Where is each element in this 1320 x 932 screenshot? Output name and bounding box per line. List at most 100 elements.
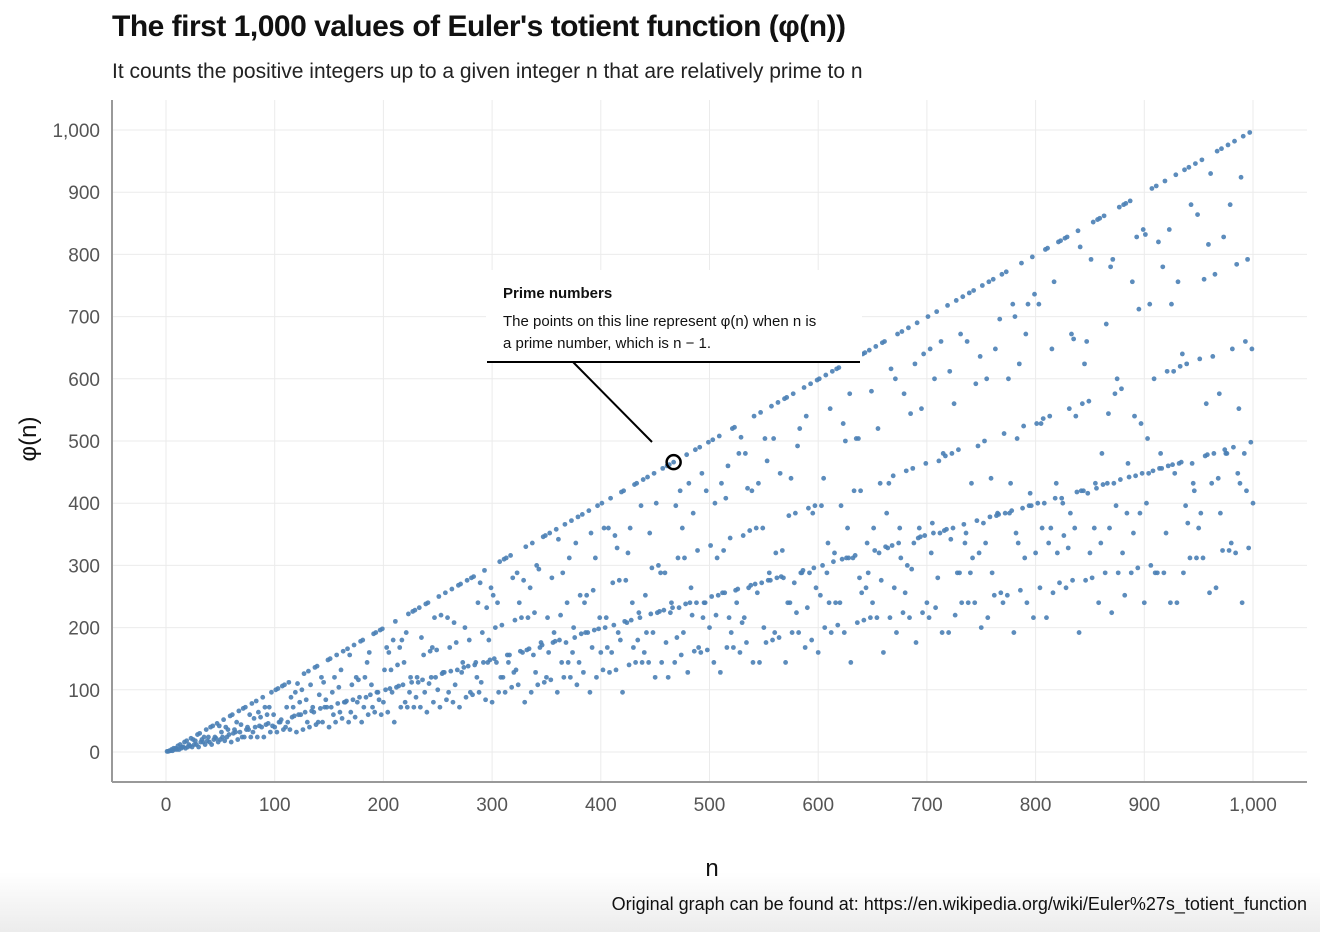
- data-point: [1103, 321, 1109, 327]
- data-point: [494, 660, 499, 665]
- data-point: [241, 734, 247, 740]
- data-point: [1065, 545, 1071, 551]
- data-point: [500, 674, 506, 680]
- data-point: [640, 477, 646, 482]
- data-point: [577, 592, 583, 598]
- data-point: [581, 669, 586, 675]
- data-point: [1011, 630, 1017, 635]
- chart-title: The first 1,000 values of Euler's totien…: [112, 10, 846, 43]
- data-point: [1116, 204, 1122, 210]
- data-point: [1034, 421, 1040, 426]
- data-point: [977, 354, 983, 359]
- data-point: [741, 615, 747, 621]
- data-point: [1131, 530, 1136, 536]
- x-tick-label: 400: [585, 795, 617, 816]
- data-point: [822, 625, 828, 630]
- data-point: [764, 458, 770, 464]
- data-point: [851, 488, 857, 494]
- data-point: [696, 645, 702, 650]
- data-point: [837, 600, 843, 606]
- data-point: [775, 400, 781, 405]
- data-point: [460, 660, 466, 665]
- data-point: [1198, 510, 1204, 516]
- data-point: [828, 630, 834, 635]
- data-point: [989, 570, 995, 576]
- data-point: [1102, 570, 1108, 576]
- data-point: [457, 704, 462, 710]
- data-point: [882, 339, 887, 344]
- data-point: [1214, 148, 1220, 154]
- data-point: [897, 525, 903, 531]
- data-point: [1149, 186, 1155, 191]
- data-point: [604, 645, 610, 650]
- data-point: [350, 697, 356, 703]
- data-point: [509, 684, 515, 690]
- data-point: [633, 660, 638, 665]
- data-point: [589, 645, 595, 650]
- data-point: [974, 518, 980, 524]
- data-point: [644, 630, 649, 635]
- data-point: [821, 475, 827, 481]
- data-point: [474, 674, 480, 680]
- data-point: [516, 600, 522, 606]
- data-point: [431, 699, 436, 705]
- data-point: [914, 320, 920, 326]
- data-point: [392, 618, 398, 624]
- data-point: [839, 556, 845, 562]
- data-point: [397, 645, 403, 650]
- data-point: [403, 630, 409, 635]
- data-point: [226, 732, 232, 737]
- data-point: [592, 555, 598, 561]
- data-point: [1136, 306, 1142, 312]
- data-point: [1237, 480, 1243, 486]
- data-point: [1067, 510, 1073, 516]
- data-point: [912, 361, 918, 367]
- data-point: [634, 480, 640, 486]
- data-point: [557, 637, 562, 643]
- data-point: [895, 331, 900, 337]
- data-point: [981, 520, 986, 526]
- data-point: [682, 555, 687, 561]
- data-point: [815, 650, 821, 655]
- data-point: [216, 723, 222, 729]
- data-point: [1085, 490, 1091, 496]
- data-point: [754, 590, 760, 596]
- data-point: [1210, 354, 1216, 359]
- data-point: [286, 679, 292, 685]
- data-point: [587, 689, 593, 695]
- data-point: [621, 488, 627, 494]
- data-point: [865, 570, 871, 576]
- data-points: [164, 130, 1256, 754]
- x-tick-label: 600: [802, 795, 834, 816]
- data-point: [752, 581, 758, 587]
- data-point: [1096, 600, 1102, 606]
- data-point: [1187, 555, 1193, 561]
- data-point: [665, 674, 671, 680]
- data-point: [631, 645, 636, 650]
- data-point: [306, 668, 311, 674]
- data-point: [333, 719, 338, 725]
- data-point: [459, 669, 465, 675]
- data-point: [1077, 244, 1083, 250]
- data-point: [787, 600, 793, 606]
- data-point: [928, 550, 934, 556]
- data-point: [613, 667, 619, 673]
- data-point: [772, 630, 778, 635]
- data-point: [272, 724, 278, 730]
- data-point: [447, 645, 453, 650]
- data-point: [777, 470, 783, 476]
- data-point: [595, 503, 600, 509]
- data-point: [563, 640, 569, 645]
- data-point: [547, 530, 553, 536]
- data-point: [1165, 463, 1171, 469]
- data-point: [531, 652, 536, 658]
- data-point: [1040, 416, 1046, 422]
- data-point: [646, 660, 652, 665]
- data-point: [728, 630, 734, 635]
- data-point: [677, 488, 683, 494]
- data-point: [750, 660, 756, 665]
- data-point: [603, 615, 609, 621]
- data-point: [675, 555, 681, 561]
- data-point: [201, 734, 207, 740]
